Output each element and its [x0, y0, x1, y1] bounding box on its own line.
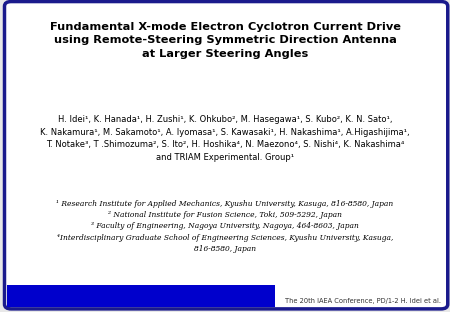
Text: ¹ Research Institute for Applied Mechanics, Kyushu University, Kasuga, 816-8580,: ¹ Research Institute for Applied Mechani…	[56, 200, 394, 253]
Text: Fundamental X-mode Electron Cyclotron Current Drive
using Remote-Steering Symmet: Fundamental X-mode Electron Cyclotron Cu…	[50, 22, 400, 59]
Text: H. Idei¹, K. Hanada¹, H. Zushi¹, K. Ohkubo², M. Hasegawa¹, S. Kubo², K. N. Sato¹: H. Idei¹, K. Hanada¹, H. Zushi¹, K. Ohku…	[40, 115, 410, 162]
Text: The 20th IAEA Conference, PD/1-2 H. Idei et al.: The 20th IAEA Conference, PD/1-2 H. Idei…	[285, 298, 441, 304]
Bar	[7, 285, 274, 307]
FancyBboxPatch shape	[4, 2, 448, 309]
